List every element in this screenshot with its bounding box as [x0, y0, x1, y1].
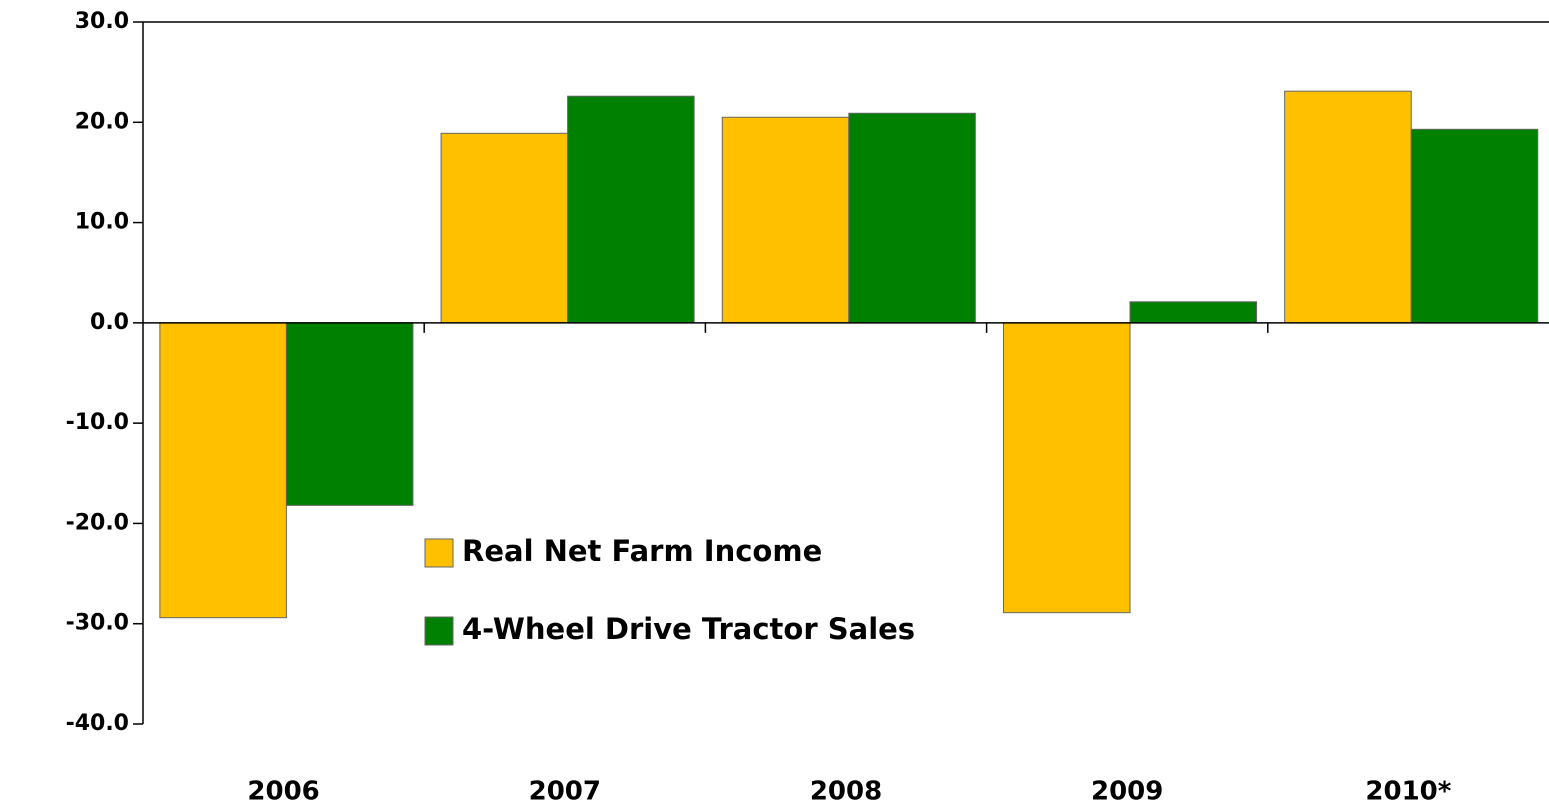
x-tick-label: 2010*: [1365, 777, 1451, 807]
y-tick-label: 10.0: [75, 210, 129, 235]
bar: [848, 112, 976, 324]
bar: [721, 116, 850, 324]
y-tick-label: -20.0: [66, 510, 129, 535]
y-tick-label: 0.0: [90, 310, 129, 335]
legend-swatch: [424, 616, 454, 646]
legend-label: 4-Wheel Drive Tractor Sales: [462, 612, 915, 646]
x-tick-label: 2006: [247, 777, 319, 807]
y-tick-label: 30.0: [75, 9, 129, 34]
x-tick-label: 2008: [810, 777, 882, 807]
bar: [285, 322, 414, 506]
bar: [159, 322, 287, 619]
bar: [440, 132, 569, 324]
y-tick-label: 20.0: [75, 109, 129, 134]
bar: [1129, 301, 1258, 324]
y-tick-label: -40.0: [66, 711, 129, 736]
y-tick-label: -30.0: [66, 611, 129, 636]
x-tick-label: 2007: [529, 777, 601, 807]
bar: [1410, 128, 1539, 324]
legend-swatch: [424, 538, 454, 568]
bar: [1002, 322, 1131, 614]
bar: [567, 95, 695, 324]
bar: [1284, 90, 1412, 324]
x-tick-label: 2009: [1091, 777, 1163, 807]
legend-label: Real Net Farm Income: [462, 534, 822, 568]
y-tick-label: -10.0: [66, 410, 129, 435]
